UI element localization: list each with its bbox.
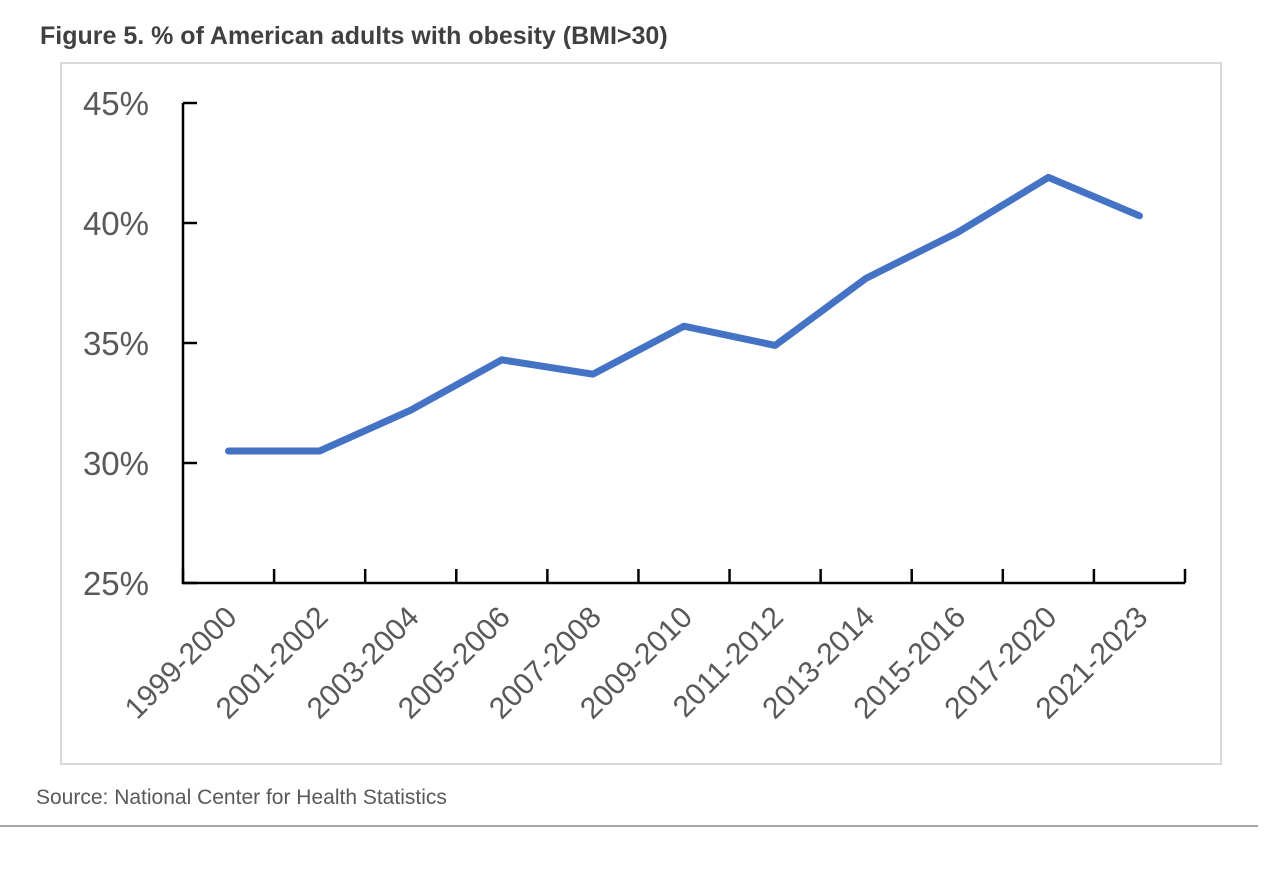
axis-lines: [181, 103, 1185, 585]
y-axis-tick-label: 25%: [83, 565, 149, 602]
y-axis-tick-label: 40%: [83, 205, 149, 242]
obesity-data-line: [225, 173, 1143, 455]
figure-title: Figure 5. % of American adults with obes…: [40, 22, 668, 50]
bottom-divider-rule: [0, 825, 1258, 827]
y-axis-tick-label: 35%: [83, 325, 149, 362]
source-note: Source: National Center for Health Stati…: [36, 786, 447, 809]
y-axis-tick-label: 45%: [83, 85, 149, 122]
y-axis-tick-label: 30%: [83, 445, 149, 482]
obesity-line-chart: 45%40%35%30%25%1999-20002001-20022003-20…: [83, 85, 1187, 725]
chart-frame: 45% 40% 35% 30% 25% 1999-2000 2001-2002 2003-20…: [60, 62, 1222, 765]
